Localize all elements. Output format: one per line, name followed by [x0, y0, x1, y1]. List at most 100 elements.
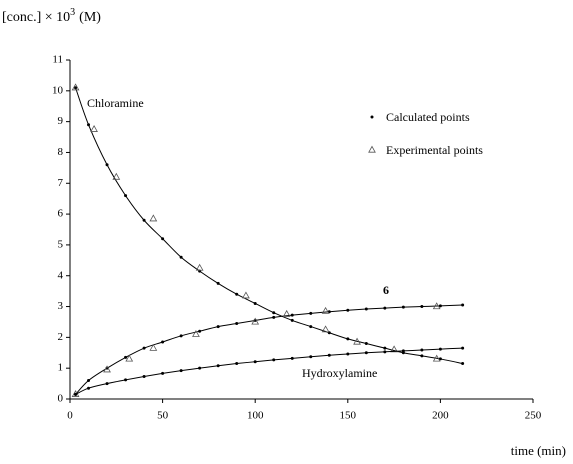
experimental-point: [90, 125, 98, 132]
experimental-point: [112, 172, 121, 180]
calculated-point: [142, 375, 146, 379]
y-tick-label: 6: [58, 208, 64, 220]
experimental-point: [71, 83, 80, 91]
experimental-point: [251, 317, 260, 325]
calculated-point: [438, 347, 442, 351]
calculated-point: [364, 342, 368, 346]
x-tick-label: 200: [432, 410, 449, 422]
experimental-point: [282, 309, 291, 317]
experimental-point: [321, 306, 330, 314]
calculated-point: [272, 311, 276, 315]
experimental-point: [353, 337, 361, 345]
calculated-point: [198, 329, 202, 333]
calculated-point: [290, 356, 294, 360]
calculated-point: [124, 194, 128, 198]
calculated-point: [438, 357, 442, 361]
calculated-point: [438, 304, 442, 308]
calculated-point: [142, 218, 146, 222]
calculated-point: [290, 313, 294, 317]
calculated-point: [124, 355, 128, 359]
calculated-point: [461, 362, 465, 366]
calculated-point: [216, 364, 220, 368]
legend-marker-experimental: [368, 145, 376, 153]
curve-label: Hydroxylamine: [302, 366, 377, 380]
calculated-curve: [75, 347, 463, 395]
experimental-point: [321, 325, 330, 333]
calculated-point: [179, 255, 183, 259]
y-tick-label: 11: [52, 54, 63, 66]
calculated-point: [420, 305, 424, 309]
calculated-point: [420, 354, 424, 358]
calculated-point: [124, 378, 128, 382]
experimental-point: [149, 214, 158, 222]
y-tick-label: 3: [58, 300, 64, 312]
y-label-exp: 3: [70, 7, 75, 18]
experimental-point: [125, 354, 134, 362]
calculated-curve: [75, 87, 463, 365]
calculated-point: [272, 315, 276, 319]
y-tick-label: 1: [58, 362, 64, 374]
calculated-point: [87, 386, 91, 390]
legend-label: Calculated points: [386, 110, 470, 124]
calculated-point: [74, 392, 78, 396]
experimental-point: [432, 354, 441, 362]
x-tick-label: 100: [247, 410, 264, 422]
calculated-point: [364, 307, 368, 311]
calculated-point: [105, 163, 109, 167]
x-tick-label: 50: [157, 410, 169, 422]
y-axis-label: [conc.] × 103 (M): [2, 7, 101, 25]
experimental-point: [192, 329, 200, 337]
calculated-point: [253, 301, 257, 305]
calculated-point: [346, 352, 350, 356]
calculated-point: [161, 340, 165, 344]
calculated-point: [461, 346, 465, 350]
y-tick-label: 5: [58, 238, 64, 250]
calculated-point: [235, 321, 239, 325]
calculated-point: [87, 123, 91, 127]
calculated-point: [346, 337, 350, 341]
x-tick-label: 0: [67, 410, 73, 422]
experimental-point: [242, 291, 250, 299]
legend-label: Experimental points: [386, 143, 483, 157]
y-label-unit: (M): [79, 10, 101, 25]
calculated-point: [383, 350, 387, 354]
experimental-point: [103, 365, 111, 373]
calculated-point: [461, 303, 465, 307]
calculated-point: [309, 355, 313, 359]
y-tick-label: 2: [58, 331, 64, 343]
calculated-point: [198, 366, 202, 370]
calculated-point: [383, 346, 387, 350]
calculated-point: [161, 237, 165, 241]
legend-marker-calculated: [370, 115, 374, 119]
calculated-point: [142, 346, 146, 350]
calculated-point: [105, 382, 109, 386]
x-tick-label: 250: [525, 410, 542, 422]
curve-label: 6: [383, 283, 389, 297]
y-label-base: [conc.] × 10: [2, 10, 70, 25]
calculated-point: [309, 311, 313, 315]
experimental-point: [195, 263, 204, 271]
calculated-point: [346, 308, 350, 312]
calculated-point: [309, 325, 313, 329]
y-tick-label: 10: [52, 84, 64, 96]
calculated-point: [87, 379, 91, 383]
calculated-point: [179, 334, 183, 338]
calculated-point: [235, 292, 239, 296]
experimental-point: [432, 302, 441, 310]
y-tick-label: 8: [58, 146, 64, 158]
y-tick-label: 9: [58, 115, 64, 127]
calculated-point: [179, 369, 183, 373]
y-tick-label: 7: [58, 177, 64, 189]
calculated-point: [235, 362, 239, 366]
calculated-point: [383, 306, 387, 310]
curve-label: Chloramine: [87, 96, 144, 110]
calculated-point: [216, 281, 220, 285]
x-axis-label: time (min): [511, 443, 566, 458]
calculated-point: [290, 318, 294, 322]
calculated-point: [327, 353, 331, 357]
calculated-point: [161, 371, 165, 375]
y-tick-label: 0: [58, 393, 64, 405]
calculated-point: [420, 348, 424, 352]
calculated-point: [401, 305, 405, 309]
